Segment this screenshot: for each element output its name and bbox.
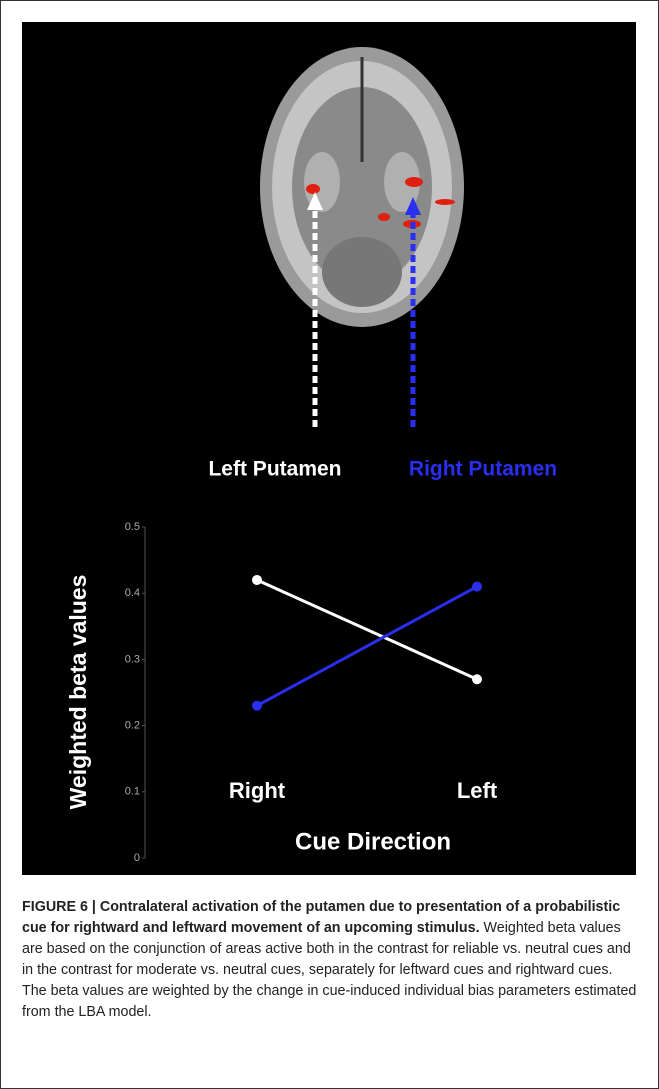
data-point [472,582,482,592]
data-point [252,701,262,711]
y-tick-label: 0 [134,852,140,864]
y-tick-label: 0.1 [125,786,140,798]
y-tick-label: 0.5 [125,521,140,533]
page: Left Putamen Right Putamen 0 0.1 0.2 0.3 0.4 0.… [0,0,659,1089]
data-point [472,674,482,684]
x-axis-title: Cue Direction [295,828,451,855]
x-tick-label: Right [229,778,286,803]
x-tick-label: Left [457,778,498,803]
y-axis-title: Weighted beta values [65,575,91,810]
y-tick-label: 0.2 [125,720,140,732]
legend-label: Left Putamen [208,458,341,481]
legend-label: Right Putamen [409,458,557,481]
y-tick-label: 0.4 [125,587,140,599]
brain-image [260,47,464,327]
y-tick-label: 0.3 [125,653,140,665]
caption: FIGURE 6 | Contralateral activation of t… [22,897,640,1023]
chart: Left Putamen Right Putamen 0 0.1 0.2 0.3 0.4 0.… [22,22,636,875]
data-point [252,575,262,585]
